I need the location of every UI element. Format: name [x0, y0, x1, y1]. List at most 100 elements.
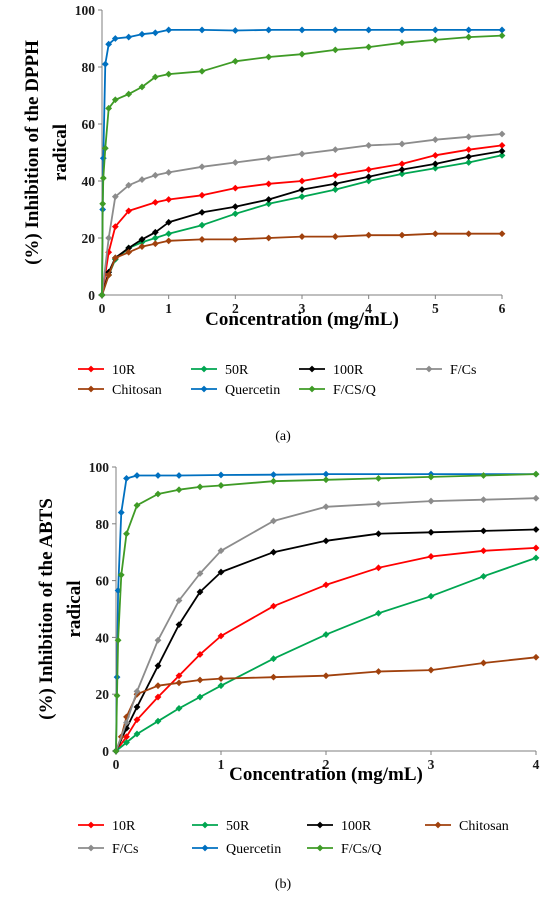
- y-tick-label: 0: [102, 744, 109, 759]
- data-point-quercetin: [217, 471, 225, 479]
- panel-label: (b): [275, 877, 292, 892]
- data-point-quercetin: [99, 154, 107, 162]
- x-tick-label: 2: [232, 301, 239, 316]
- x-axis-title: Concentration (mg/mL): [205, 309, 399, 330]
- data-point-f-cs: [198, 163, 206, 171]
- data-point-50r: [198, 221, 206, 229]
- data-point-10r: [217, 632, 225, 640]
- data-point-f-cs-q: [198, 67, 206, 75]
- x-tick-label: 1: [218, 757, 225, 772]
- data-point-quercetin: [175, 472, 183, 479]
- data-point-10r: [125, 207, 133, 215]
- data-point-quercetin: [265, 26, 273, 34]
- data-point-quercetin: [105, 40, 113, 48]
- data-point-f-cs: [231, 159, 239, 166]
- legend-label: Quercetin: [226, 842, 281, 857]
- series-line-chitosan: [101, 232, 502, 296]
- series-line-f-cs-q: [101, 34, 503, 296]
- chart-panel-a: 0 20 40 60 80 100 0 1 2 3 4 5 6 Concentration (mg/mL)…: [22, 3, 506, 444]
- data-point-50r: [151, 234, 159, 242]
- series-line-chitosan: [115, 656, 537, 752]
- data-point-100r: [427, 528, 435, 536]
- data-point-f-cs-q: [99, 200, 107, 208]
- legend: 10R 50R 100R F/Cs Chitosan Quercetin F/CS/Q: [78, 363, 476, 398]
- data-point-f-cs-q: [480, 472, 487, 479]
- data-point-f-cs: [123, 719, 130, 726]
- series-f-cs-q: [112, 470, 540, 755]
- data-point-10r: [532, 544, 540, 552]
- series-line-100r: [115, 528, 537, 752]
- legend-item-quercetin: Quercetin: [192, 842, 281, 857]
- y-tick-label: 20: [82, 231, 96, 246]
- series-quercetin: [98, 26, 506, 299]
- x-tick-label: 4: [365, 301, 372, 316]
- data-point-100r: [365, 173, 373, 181]
- data-point-quercetin: [151, 29, 159, 37]
- data-point-f-cs-q: [331, 46, 339, 54]
- data-point-50r: [427, 592, 435, 600]
- data-point-f-cs-q: [322, 476, 330, 484]
- legend-item-chitosan: Chitosan: [425, 819, 509, 834]
- y-axis-title-line2: radical: [64, 581, 85, 638]
- legend-item-100r: 100R: [299, 363, 364, 378]
- data-point-10r: [498, 141, 506, 149]
- data-point-quercetin: [101, 60, 109, 68]
- data-point-chitosan: [165, 237, 173, 245]
- legend-item-quercetin: Quercetin: [191, 383, 280, 398]
- data-point-10r: [322, 581, 330, 589]
- data-point-10r: [133, 716, 141, 724]
- data-point-100r: [231, 203, 239, 211]
- data-point-f-cs-q: [398, 39, 406, 47]
- data-point-10r: [196, 651, 204, 658]
- data-point-10r: [111, 223, 119, 230]
- data-point-50r: [231, 210, 239, 218]
- data-point-f-cs: [322, 503, 330, 511]
- data-point-f-cs: [365, 141, 373, 149]
- y-tick-label: 80: [96, 517, 110, 532]
- data-point-f-cs-q: [431, 36, 439, 44]
- data-point-10r: [231, 184, 239, 192]
- series-line-10r: [115, 547, 537, 752]
- legend-label: Quercetin: [225, 383, 280, 398]
- data-point-chitosan: [270, 673, 277, 681]
- data-point-f-cs: [265, 154, 273, 162]
- data-point-50r: [375, 609, 382, 617]
- series-line-10r: [101, 144, 503, 296]
- data-point-100r: [154, 662, 162, 670]
- data-point-quercetin: [111, 35, 119, 42]
- data-point-f-cs-q: [99, 174, 107, 182]
- data-point-f-cs: [375, 500, 382, 508]
- data-point-f-cs-q: [125, 90, 133, 98]
- data-point-chitosan: [175, 679, 183, 687]
- y-axis-title-line1: (%) Inhibition of the ABTS: [36, 498, 57, 720]
- legend-swatch-marker: [425, 365, 433, 373]
- data-point-quercetin: [398, 26, 406, 34]
- legend-swatch-marker: [201, 821, 209, 829]
- data-point-f-cs: [175, 597, 183, 604]
- data-point-f-cs: [154, 636, 162, 644]
- data-point-f-cs-q: [98, 291, 106, 299]
- data-point-quercetin: [165, 26, 173, 34]
- data-point-10r: [265, 180, 273, 188]
- data-point-100r: [498, 147, 506, 155]
- legend-item-chitosan: Chitosan: [78, 383, 162, 398]
- data-point-f-cs-q: [465, 33, 473, 41]
- data-point-10r: [331, 171, 339, 179]
- legend-swatch-marker: [316, 844, 324, 852]
- data-point-quercetin: [270, 471, 277, 479]
- data-point-chitosan: [498, 230, 506, 238]
- data-point-50r: [196, 693, 204, 701]
- data-point-f-cs-q: [365, 43, 373, 51]
- data-point-f-cs-q: [375, 474, 382, 482]
- data-point-100r: [217, 568, 225, 576]
- data-point-f-cs-q: [154, 490, 162, 498]
- x-axis-title: Concentration (mg/mL): [229, 764, 423, 785]
- data-point-100r: [480, 527, 487, 535]
- data-point-f-cs: [427, 497, 435, 505]
- data-point-100r: [375, 530, 382, 538]
- data-point-f-cs: [498, 130, 506, 138]
- data-point-f-cs: [111, 193, 119, 201]
- x-tick-label: 4: [533, 757, 540, 772]
- legend-swatch-marker: [308, 385, 316, 393]
- data-point-50r: [365, 177, 373, 185]
